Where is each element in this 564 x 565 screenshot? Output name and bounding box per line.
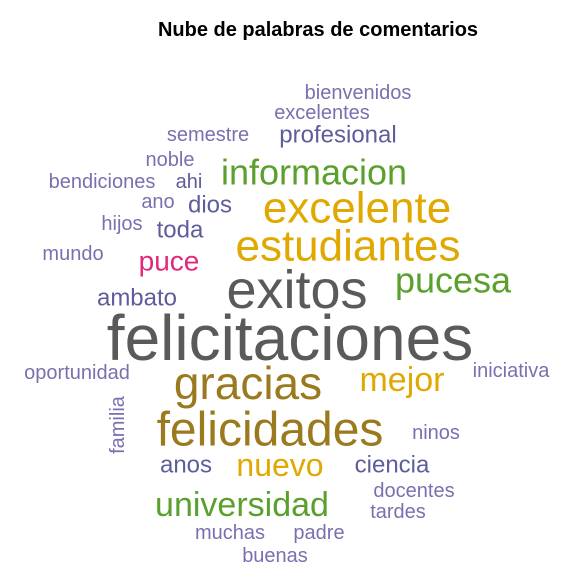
word: bienvenidos <box>305 82 412 104</box>
word: gracias <box>174 357 322 409</box>
word: nuevo <box>236 447 323 483</box>
word: bendiciones <box>49 171 156 193</box>
word: tardes <box>370 501 426 523</box>
word: excelente <box>263 184 451 233</box>
word: noble <box>146 149 195 171</box>
word: dios <box>188 192 232 219</box>
word: docentes <box>373 480 454 502</box>
word: mundo <box>42 243 103 265</box>
word: felicidades <box>157 404 384 457</box>
word: ahi <box>176 171 203 193</box>
word: estudiantes <box>235 222 460 271</box>
word: puce <box>139 246 200 277</box>
chart-title: Nube de palabras de comentarios <box>158 19 478 41</box>
word: excelentes <box>274 102 370 124</box>
word: ambato <box>97 285 177 312</box>
word: buenas <box>242 545 308 565</box>
word: oportunidad <box>24 362 130 384</box>
word: ninos <box>412 422 460 444</box>
word: semestre <box>167 124 249 146</box>
word: pucesa <box>395 260 512 301</box>
word: toda <box>157 217 204 244</box>
word: mejor <box>359 361 444 399</box>
word: anos <box>160 452 212 479</box>
word: ciencia <box>355 452 430 479</box>
word: informacion <box>221 152 407 193</box>
word: padre <box>293 522 344 544</box>
word: universidad <box>155 486 329 524</box>
word: familia <box>107 395 129 454</box>
word: iniciativa <box>473 360 551 382</box>
word: exitos <box>226 260 367 320</box>
word: muchas <box>195 522 265 544</box>
word: hijos <box>101 213 142 235</box>
word: felicitaciones <box>107 302 473 374</box>
word: profesional <box>279 122 396 149</box>
word: ano <box>141 191 174 213</box>
